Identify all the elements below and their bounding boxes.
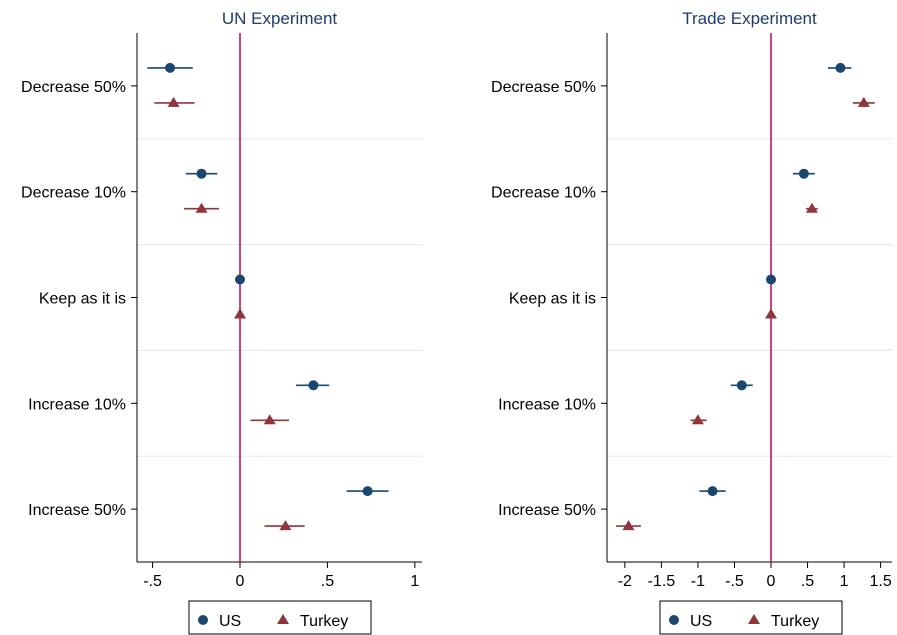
data-point-us [798, 168, 809, 179]
data-point-us [196, 168, 207, 179]
y-tick-label: Increase 10% [498, 396, 596, 413]
x-tick-label: -.5 [725, 573, 744, 590]
x-tick-label: 0 [236, 573, 245, 590]
data-point-us [362, 486, 373, 497]
y-tick-label: Decrease 50% [491, 79, 596, 96]
data-point-us [736, 380, 747, 391]
y-tick-label: Decrease 10% [491, 185, 596, 202]
data-point-turkey [805, 202, 818, 213]
data-point-turkey [234, 308, 246, 319]
data-point-turkey [263, 414, 276, 425]
x-tick-label: 0 [767, 573, 776, 590]
data-point-turkey [857, 96, 870, 107]
x-tick-label: -2 [618, 573, 632, 590]
legend: US Turkey [188, 600, 372, 635]
data-point-us [707, 486, 718, 497]
legend-box [188, 600, 372, 635]
y-tick-label: Keep as it is [509, 291, 596, 308]
legend-box [659, 600, 843, 635]
y-tick-label: Decrease 10% [21, 185, 126, 202]
legend-label-us: US [690, 613, 712, 630]
legend-marker-turkey [277, 614, 289, 624]
data-point-turkey [279, 520, 292, 531]
x-tick-label: -1 [691, 573, 705, 590]
x-tick-label: 1 [410, 573, 419, 590]
data-point-us [766, 274, 776, 285]
data-point-turkey [622, 520, 635, 531]
panel-2: Trade Experiment Decrease 50% Decrease 10%… [491, 9, 893, 635]
legend-label-turkey: Turkey [771, 613, 819, 630]
y-tick-label: Increase 50% [28, 502, 126, 519]
x-tick-label: -.5 [143, 573, 162, 590]
data-point-us [835, 62, 846, 73]
chart-title: Trade Experiment [682, 9, 817, 28]
legend-marker-us [669, 615, 679, 625]
x-tick-label: -1.5 [648, 573, 676, 590]
legend-label-turkey: Turkey [300, 613, 348, 630]
chart-title: UN Experiment [222, 9, 338, 28]
x-tick-label: 1.5 [869, 573, 891, 590]
y-tick-label: Increase 10% [28, 396, 126, 413]
legend-marker-us [198, 615, 208, 625]
data-point-us [308, 380, 319, 391]
legend-marker-turkey [748, 614, 760, 624]
y-tick-label: Keep as it is [39, 291, 126, 308]
data-point-us [165, 62, 176, 73]
x-tick-label: .5 [321, 573, 334, 590]
x-tick-label: 1 [840, 573, 849, 590]
data-point-turkey [691, 414, 704, 425]
x-tick-label: .5 [801, 573, 814, 590]
data-point-turkey [765, 308, 777, 319]
panel-1: UN Experiment Decrease 50% Decrease 10% Kee… [21, 9, 423, 635]
y-tick-label: Decrease 50% [21, 79, 126, 96]
data-point-turkey [195, 202, 208, 213]
y-tick-label: Increase 50% [498, 502, 596, 519]
legend-label-us: US [219, 613, 241, 630]
data-point-us [235, 274, 245, 285]
legend: US Turkey [659, 600, 843, 635]
data-point-turkey [167, 96, 180, 107]
